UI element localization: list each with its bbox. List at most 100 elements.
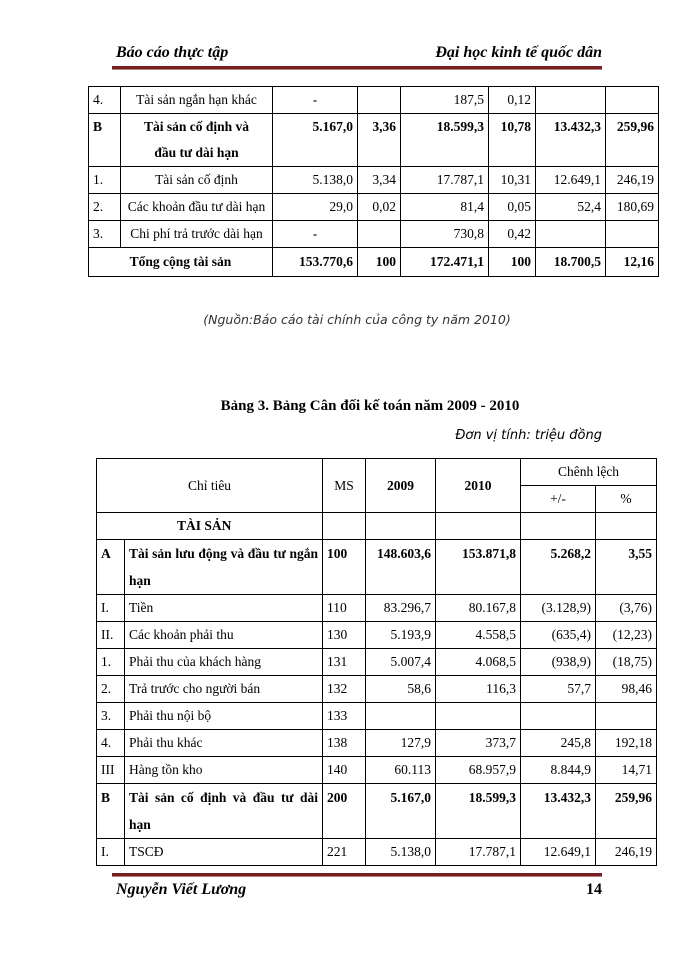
row-number: 1. [88, 166, 121, 194]
row-indicator: Chi phí trả trước dài hạn [120, 220, 273, 248]
cell-pct: 14,71 [594, 756, 658, 784]
row-ms: 133 [322, 702, 366, 730]
cell-v2009: 148.603,6 [365, 539, 436, 595]
cell-v2009: 5.007,4 [365, 648, 436, 676]
table-row: I. TSCĐ 221 5.138,0 17.787,1 12.649,1 246,19 [96, 838, 658, 866]
cell-v2010: 17.787,1 [435, 838, 521, 866]
unit-note: Đơn vị tính: triệu đồng [455, 428, 602, 443]
assets-table-continued: 4. Tài sản ngắn hạn khác -187,5 0,12 B Tài sả… [88, 86, 659, 277]
total-p2009: 100 [357, 247, 401, 277]
cell-diff: (3.128,9) [520, 594, 596, 622]
cell-pct [605, 220, 659, 248]
source-note: (Nguồn:Báo cáo tài chính của công ty năm… [203, 312, 511, 327]
row-indicator: Phải thu của khách hàng [124, 648, 323, 676]
row-ms: 221 [322, 838, 366, 866]
row-indicator: TSCĐ [124, 838, 323, 866]
header-2010: 2010 [435, 458, 521, 513]
header-left: Báo cáo thực tập [116, 44, 229, 61]
table-row: 4. Phải thu khác 138 127,9 373,7 245,8 192,18 [96, 729, 658, 757]
row-number: II. [96, 621, 125, 649]
header-subrow: +/- % [97, 485, 658, 513]
cell-v2009: - [272, 220, 358, 248]
header-rule [112, 66, 602, 70]
table-row: 3. Phải thu nội bộ 133 [96, 702, 658, 730]
cell-p2010: 0,12 [488, 86, 536, 114]
cell-v2009: 5.138,0 [365, 838, 436, 866]
table-row: 2. Trả trước cho người bán 132 58,6 116,3 57,… [96, 675, 658, 703]
row-indicator: Trả trước cho người bán [124, 675, 323, 703]
cell-p2009: 0,02 [357, 193, 401, 221]
cell-p2009: 3,36 [357, 113, 401, 167]
row-ms: 140 [322, 756, 366, 784]
total-row: Tổng cộng tài sản 153.770,6 100 172.471,1 10… [88, 247, 659, 277]
row-indicator: Phải thu khác [124, 729, 323, 757]
row-ms: 100 [322, 539, 366, 595]
cell-diff: 13.432,3 [535, 113, 606, 167]
cell-diff [535, 86, 606, 114]
cell-diff: 12.649,1 [520, 838, 596, 866]
cell-v2010: 81,4 [400, 193, 489, 221]
table-row: 4. Tài sản ngắn hạn khác - 187,5 0,12 [88, 86, 659, 114]
cell-p2009: 3,34 [357, 166, 401, 194]
cell-diff: (938,9) [520, 648, 596, 676]
row-number: I. [96, 838, 125, 866]
cell-v2009: 83.296,7 [365, 594, 436, 622]
table-row: 2. Các khoản đầu tư dài hạn 29,0 0,02 81,4 0,… [88, 193, 659, 221]
cell-v2010: 4.068,5 [435, 648, 521, 676]
cell-pct: 180,69 [605, 193, 659, 221]
cell-v2009: 5.193,9 [365, 621, 436, 649]
cell-v2010: 4.558,5 [435, 621, 521, 649]
row-ms: 138 [322, 729, 366, 757]
section-row: TÀI SẢN [96, 512, 658, 540]
cell-v2010: 18.599,3 [435, 783, 521, 839]
cell-v2010: 116,3 [435, 675, 521, 703]
cell-v2009: 5.138,0 [272, 166, 358, 194]
row-number: I. [96, 594, 125, 622]
cell-v2009: 60.113 [365, 756, 436, 784]
row-number: III [96, 756, 125, 784]
row-indicator: Các khoản phải thu [124, 621, 323, 649]
header-ms: MS [322, 458, 366, 513]
header-indicator: Chỉ tiêu [96, 458, 323, 513]
table-row: 1. Tài sản cố định 5.138,0 3,34 17.787,1 10,3… [88, 166, 659, 194]
cell-p2009 [357, 86, 401, 114]
cell-v2009 [365, 702, 436, 730]
header-diff-group: Chênh lệch [519, 458, 658, 486]
row-ms: 110 [322, 594, 366, 622]
cell-pct [605, 86, 659, 114]
cell-diff: 8.844,9 [520, 756, 596, 784]
section-label: TÀI SẢN [96, 512, 323, 540]
cell-p2009 [357, 220, 401, 248]
row-number: 3. [88, 220, 121, 248]
header-diff-abs: +/- [520, 485, 596, 513]
cell-diff: 5.268,2 [520, 539, 596, 595]
row-number: 2. [96, 675, 125, 703]
cell-pct: 259,96 [605, 113, 659, 167]
cell-pct: 246,19 [594, 838, 658, 866]
row-indicator: Tài sản cố định và đầu tư dài hạn [120, 113, 273, 167]
cell-v2010: 187,5 [400, 86, 489, 114]
cell-pct: 98,46 [594, 675, 658, 703]
header-right: Đại học kinh tế quốc dân [435, 44, 602, 61]
footer-page-number: 14 [586, 881, 602, 898]
row-number: B [88, 113, 121, 167]
cell-v2009: 5.167,0 [365, 783, 436, 839]
cell-v2010 [435, 702, 521, 730]
cell-pct: 192,18 [594, 729, 658, 757]
row-indicator: Tài sản cố định [120, 166, 273, 194]
row-indicator: Tài sản lưu động và đầu tư ngắn hạn [124, 539, 323, 595]
cell-v2010: 730,8 [400, 220, 489, 248]
cell-v2010: 80.167,8 [435, 594, 521, 622]
row-indicator: Hàng tồn kho [124, 756, 323, 784]
cell-v2009: - [272, 86, 358, 114]
cell-diff: 13.432,3 [520, 783, 596, 839]
cell-p2010: 0,05 [488, 193, 536, 221]
cell-v2010: 373,7 [435, 729, 521, 757]
row-indicator: Phải thu nội bộ [124, 702, 323, 730]
cell-v2009: 5.167,0 [272, 113, 358, 167]
row-indicator: Các khoản đầu tư dài hạn [120, 193, 273, 221]
balance-sheet-table: Chỉ tiêu MS 2009 2010 Chênh lệch +/- % T… [96, 458, 658, 866]
cell-diff: (635,4) [520, 621, 596, 649]
row-indicator: Tài sản cố định và đầu tư dài hạn [124, 783, 323, 839]
